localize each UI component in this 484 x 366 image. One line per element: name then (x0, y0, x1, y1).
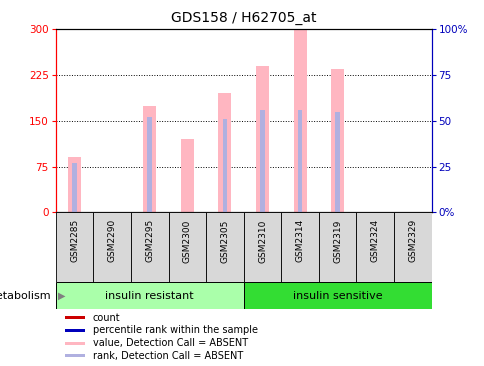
Bar (181, 139, 194, 212)
Text: GSM2329: GSM2329 (408, 219, 417, 262)
Bar (293, 29, 306, 212)
Bar (218, 93, 231, 212)
Text: GSM2300: GSM2300 (182, 219, 192, 263)
Bar (331, 69, 344, 212)
Bar (147, 117, 151, 212)
Bar (72, 163, 76, 212)
Bar (356, 212, 393, 282)
Bar (243, 212, 281, 282)
Bar (297, 110, 302, 212)
Text: percentile rank within the sample: percentile rank within the sample (92, 325, 257, 335)
Bar (143, 105, 156, 212)
Bar (65, 316, 85, 319)
Text: count: count (92, 313, 120, 322)
Bar (260, 110, 264, 212)
Bar (281, 212, 318, 282)
Bar (318, 212, 356, 282)
Bar (206, 212, 243, 282)
Bar (256, 66, 269, 212)
Text: metabolism: metabolism (0, 291, 51, 300)
Text: ▶: ▶ (58, 291, 65, 300)
Text: GSM2314: GSM2314 (295, 219, 304, 262)
Text: GSM2319: GSM2319 (333, 219, 342, 263)
Bar (335, 112, 339, 212)
Text: GSM2310: GSM2310 (257, 219, 267, 263)
Bar (243, 282, 431, 309)
Bar (168, 212, 206, 282)
Bar (56, 282, 243, 309)
Bar (222, 119, 227, 212)
Text: GSM2324: GSM2324 (370, 219, 379, 262)
Text: GSM2285: GSM2285 (70, 219, 79, 262)
Text: GSM2295: GSM2295 (145, 219, 154, 262)
Bar (65, 329, 85, 332)
Bar (93, 212, 131, 282)
Text: GSM2305: GSM2305 (220, 219, 229, 263)
Title: GDS158 / H62705_at: GDS158 / H62705_at (171, 11, 316, 26)
Bar (65, 354, 85, 358)
Bar (131, 212, 168, 282)
Text: insulin sensitive: insulin sensitive (292, 291, 382, 300)
Text: value, Detection Call = ABSENT: value, Detection Call = ABSENT (92, 338, 247, 348)
Bar (65, 341, 85, 345)
Bar (56, 212, 93, 282)
Bar (393, 212, 431, 282)
Text: rank, Detection Call = ABSENT: rank, Detection Call = ABSENT (92, 351, 242, 361)
Text: GSM2290: GSM2290 (107, 219, 117, 262)
Bar (68, 157, 81, 212)
Text: insulin resistant: insulin resistant (105, 291, 194, 300)
